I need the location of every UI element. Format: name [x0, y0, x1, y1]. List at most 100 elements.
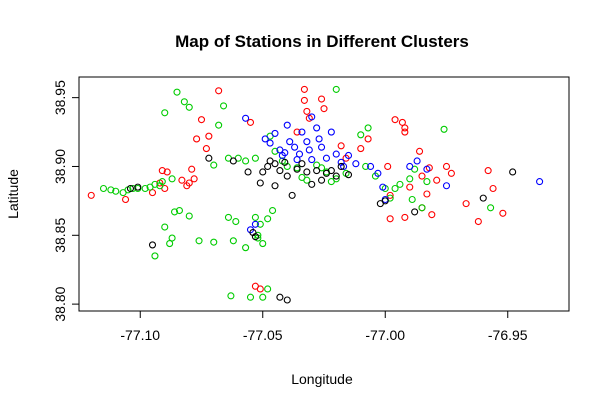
- data-point: [193, 135, 201, 143]
- data-point: [401, 124, 409, 132]
- data-point: [305, 146, 313, 154]
- y-tick-label: 38.95: [52, 80, 68, 115]
- data-point: [271, 160, 279, 168]
- data-point: [215, 121, 223, 129]
- data-point: [259, 240, 267, 248]
- data-point: [408, 195, 416, 204]
- data-point: [337, 162, 345, 171]
- data-point: [151, 180, 159, 188]
- data-point: [447, 169, 455, 177]
- x-tick-label: -77.05: [243, 327, 283, 343]
- data-point: [308, 156, 316, 164]
- data-point: [185, 103, 193, 111]
- data-point: [244, 168, 252, 176]
- data-point: [180, 98, 188, 106]
- data-point: [220, 102, 228, 110]
- data-point: [251, 233, 259, 241]
- data-point: [261, 135, 269, 143]
- data-point: [232, 217, 240, 226]
- data-point: [210, 238, 218, 246]
- data-point: [171, 208, 179, 216]
- data-point: [317, 143, 326, 151]
- chart-title: Map of Stations in Different Clusters: [175, 32, 469, 51]
- data-point: [256, 220, 264, 228]
- data-point: [210, 161, 218, 169]
- data-point: [352, 160, 360, 168]
- data-point: [442, 182, 451, 190]
- x-tick-label: -76.95: [488, 327, 528, 343]
- data-point: [129, 184, 137, 193]
- data-point: [246, 293, 255, 301]
- data-point: [396, 180, 404, 188]
- data-point: [317, 95, 326, 103]
- data-point: [259, 293, 267, 301]
- data-point: [229, 237, 237, 245]
- data-point: [158, 178, 166, 186]
- y-axis: 38.80 38.85 38.90 38.95: [52, 80, 79, 322]
- data-point: [283, 121, 291, 129]
- data-point: [276, 293, 284, 301]
- data-point: [158, 167, 166, 175]
- data-point: [406, 162, 414, 171]
- data-point: [268, 206, 277, 215]
- data-point: [161, 223, 169, 231]
- data-point: [379, 183, 387, 191]
- data-point: [433, 176, 441, 184]
- data-point: [440, 125, 448, 133]
- data-point: [406, 183, 414, 191]
- data-point: [99, 184, 108, 193]
- data-point: [462, 200, 470, 208]
- data-point: [298, 160, 306, 168]
- data-point: [332, 172, 340, 180]
- data-point: [381, 197, 389, 205]
- data-point: [185, 179, 193, 187]
- data-point: [308, 180, 316, 188]
- data-point: [411, 208, 419, 216]
- data-point: [276, 167, 284, 175]
- data-point: [327, 167, 335, 175]
- y-tick-label: 38.90: [52, 149, 68, 184]
- data-point: [357, 131, 365, 139]
- data-point: [229, 157, 237, 165]
- data-point: [418, 172, 426, 180]
- data-point: [87, 191, 95, 199]
- data-point: [487, 204, 495, 212]
- data-point: [317, 176, 326, 184]
- data-point: [474, 217, 482, 226]
- data-point: [195, 237, 203, 245]
- data-point: [479, 194, 487, 202]
- data-point: [344, 171, 353, 179]
- data-point: [178, 176, 186, 184]
- data-point: [271, 182, 279, 190]
- data-point: [107, 186, 115, 194]
- data-point: [112, 187, 120, 195]
- data-point: [386, 215, 394, 223]
- data-point: [320, 105, 328, 113]
- data-point: [489, 184, 497, 193]
- data-point: [134, 183, 142, 191]
- data-point: [122, 195, 130, 204]
- data-point: [246, 118, 255, 126]
- data-point: [499, 209, 507, 217]
- data-point: [509, 168, 517, 176]
- y-tick-label: 38.80: [52, 286, 68, 321]
- data-point: [188, 165, 196, 173]
- data-point: [391, 116, 399, 124]
- data-point: [283, 172, 291, 180]
- data-point: [313, 124, 321, 132]
- data-point: [442, 162, 451, 171]
- data-point: [141, 184, 149, 193]
- data-point: [298, 128, 306, 136]
- data-point: [163, 168, 171, 176]
- data-point: [384, 162, 392, 171]
- data-point: [251, 220, 259, 228]
- data-point: [315, 135, 323, 143]
- data-point: [256, 179, 264, 187]
- data-point: [227, 292, 235, 300]
- data-point: [364, 124, 372, 132]
- data-point: [357, 145, 365, 153]
- data-point: [202, 145, 210, 153]
- data-point: [264, 285, 272, 293]
- data-point: [337, 142, 345, 150]
- data-point: [161, 109, 169, 117]
